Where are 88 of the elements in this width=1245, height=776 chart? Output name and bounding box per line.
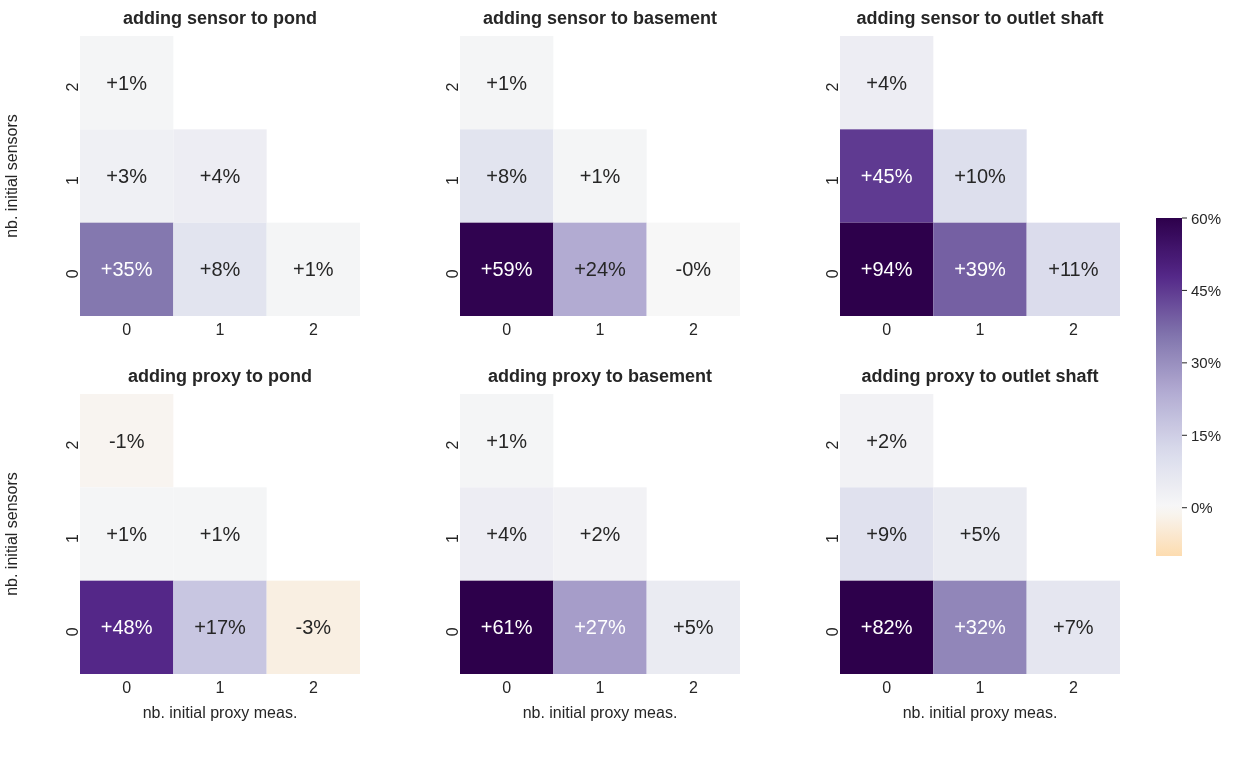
x-axis-title: nb. initial proxy meas. xyxy=(521,704,679,722)
y-axis-title: nb. initial sensors xyxy=(3,472,21,596)
y-tick-label: 1 xyxy=(823,533,841,543)
data-label: +2% xyxy=(866,429,908,452)
x-tick-label: 0 xyxy=(502,679,512,697)
x-tick-label: 2 xyxy=(688,321,698,339)
x-tick-label: 0 xyxy=(882,679,892,697)
data-label: +82% xyxy=(860,616,913,639)
x-axis-title: nb. initial proxy meas. xyxy=(141,704,299,722)
x-tick-label: 2 xyxy=(308,679,318,697)
data-label: +59% xyxy=(480,258,533,281)
data-label: +11% xyxy=(1048,258,1099,281)
data-label: +48% xyxy=(100,616,153,639)
y-tick-label: 0 xyxy=(63,269,81,279)
data-label: -0% xyxy=(675,258,712,281)
data-label: +5% xyxy=(959,523,1001,545)
data-label: +10% xyxy=(954,165,1007,187)
color-bar-label: 15% xyxy=(1191,426,1222,444)
data-label: +61% xyxy=(480,616,533,639)
x-tick-label: 1 xyxy=(975,321,985,339)
x-tick-label: 1 xyxy=(595,321,605,339)
x-tick-label: 0 xyxy=(882,321,892,339)
data-label: +9% xyxy=(866,523,908,545)
y-tick-label: 2 xyxy=(823,82,841,92)
x-tick-label: 2 xyxy=(1068,679,1078,697)
x-tick-label: 1 xyxy=(975,679,985,697)
x-tick-label: 1 xyxy=(215,679,225,697)
color-bar-label: 30% xyxy=(1191,354,1222,372)
y-axis-title: nb. initial sensors xyxy=(3,114,21,238)
data-label: +45% xyxy=(860,165,913,187)
data-label: +27% xyxy=(574,616,627,639)
x-tick-label: 1 xyxy=(215,321,225,339)
x-tick-label: 0 xyxy=(502,321,512,339)
data-label: +8% xyxy=(199,258,241,281)
color-bar-label: 60% xyxy=(1191,209,1222,227)
y-tick-label: 1 xyxy=(823,175,841,185)
x-axis-title: nb. initial proxy meas. xyxy=(901,704,1059,722)
data-label: +1% xyxy=(486,71,528,94)
data-label: +1% xyxy=(106,71,148,94)
data-label: +94% xyxy=(860,258,913,281)
data-label: +2% xyxy=(579,523,621,545)
x-tick-label: 2 xyxy=(688,679,698,697)
data-label: +17% xyxy=(194,616,247,639)
y-tick-label: 2 xyxy=(63,440,81,450)
data-label: +1% xyxy=(106,523,148,545)
y-tick-label: 0 xyxy=(443,269,461,279)
x-tick-label: 0 xyxy=(122,321,132,339)
chart-title: adding sensor to basement xyxy=(481,8,718,30)
data-label: +24% xyxy=(574,258,627,281)
y-tick-label: 2 xyxy=(443,440,461,450)
y-tick-label: 0 xyxy=(823,627,841,637)
color-bar-label: 45% xyxy=(1191,281,1222,299)
data-label: +5% xyxy=(673,616,714,639)
y-tick-label: 2 xyxy=(823,440,841,450)
data-label: +32% xyxy=(954,616,1007,639)
x-tick-label: 0 xyxy=(122,679,132,697)
data-label: +1% xyxy=(579,165,621,187)
y-tick-label: 1 xyxy=(63,175,81,185)
x-tick-label: 2 xyxy=(308,321,318,339)
data-label: +4% xyxy=(199,165,241,187)
y-tick-label: 0 xyxy=(443,627,461,637)
x-tick-label: 2 xyxy=(1068,321,1078,339)
y-tick-label: 2 xyxy=(63,82,81,92)
data-label: +8% xyxy=(486,165,528,187)
x-tick-label: 1 xyxy=(595,679,605,697)
color-bar-label: 0% xyxy=(1191,499,1213,517)
chart-title: adding proxy to basement xyxy=(486,366,713,388)
data-label: +1% xyxy=(486,429,528,452)
chart-title: adding proxy to outlet shaft xyxy=(860,366,1100,388)
data-label: +4% xyxy=(866,71,908,94)
y-tick-label: 1 xyxy=(443,175,461,185)
chart-title: adding sensor to pond xyxy=(122,8,318,30)
y-tick-label: 0 xyxy=(63,627,81,637)
data-label: +7% xyxy=(1053,616,1094,639)
data-label: +4% xyxy=(486,523,528,545)
y-tick-label: 1 xyxy=(443,533,461,543)
y-tick-label: 0 xyxy=(823,269,841,279)
data-label: +1% xyxy=(199,523,241,545)
y-tick-label: 1 xyxy=(63,533,81,543)
y-tick-label: 2 xyxy=(443,82,461,92)
data-label: -1% xyxy=(108,429,145,452)
chart-title: adding proxy to pond xyxy=(127,366,313,388)
data-label: +35% xyxy=(100,258,153,281)
data-label: +3% xyxy=(106,165,148,187)
data-label: -3% xyxy=(295,616,332,639)
chart-title: adding sensor to outlet shaft xyxy=(855,8,1105,30)
data-label: +39% xyxy=(954,258,1007,281)
data-label: +1% xyxy=(293,258,334,281)
